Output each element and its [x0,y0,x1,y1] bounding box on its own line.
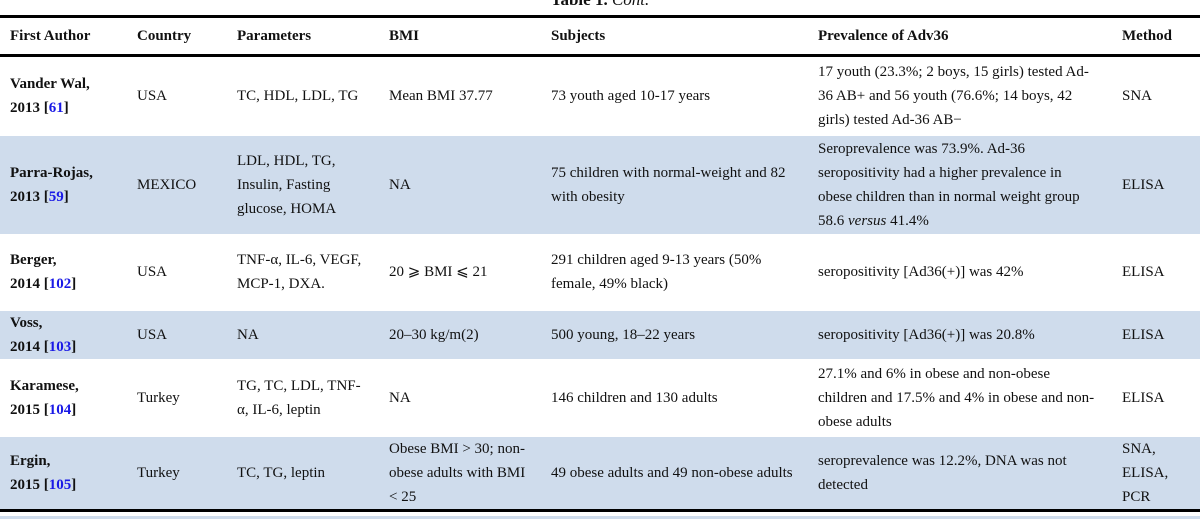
cell-author: Parra-Rojas, 2013 [59] [0,136,127,234]
table-row-berger: Berger, 2014 [102] USA TNF-α, IL-6, VEGF… [0,234,1200,311]
prevalence-italic: versus [848,212,887,229]
cell-bmi: Obese BMI > 30; non-obese adults with BM… [389,440,526,505]
cell-parameters: TNF-α, IL-6, VEGF, MCP-1, DXA. [237,252,362,292]
cell-bmi: NA [389,176,411,193]
prevalence-text: Seroprevalence was 73.9%. Ad-36 seroposi… [818,140,1080,229]
cell-author: Berger, 2014 [102] [0,234,127,311]
cell-bmi: Mean BMI 37.77 [389,88,493,105]
prevalence-text: seroprevalence was 12.2%, DNA was not de… [818,452,1067,493]
cell-country: MEXICO [137,176,197,193]
column-header-parameters: Parameters [227,16,379,57]
table-title: Table 1. Cont. [0,0,1200,10]
column-header-first-author: First Author [0,16,127,57]
cell-subjects: 49 obese adults and 49 non-obese adults [551,464,793,481]
table-row-karamese: Karamese, 2015 [104] Turkey TG, TC, LDL,… [0,359,1200,437]
prevalence-text: seropositivity [Ad36(+)] was 20.8% [818,326,1035,343]
cell-method: ELISA [1122,264,1165,280]
prevalence-after: 41.4% [886,212,929,229]
cell-method: ELISA [1122,389,1165,406]
column-header-method: Method [1112,16,1200,57]
cell-parameters: TC, HDL, LDL, TG [237,88,359,105]
author-name: Voss, [10,314,43,331]
table-row-parra-rojas: Parra-Rojas, 2013 [59] MEXICO LDL, HDL, … [0,135,1200,234]
cell-prevalence: 27.1% and 6% in obese and non-obese chil… [808,359,1112,437]
bracket-close: ] [63,100,69,117]
citation-link[interactable]: 59 [48,188,64,205]
cell-bmi: 20 ⩾ BMI ⩽ 21 [389,264,488,280]
author-year: 2015 [ [10,401,49,418]
cell-author: Voss, 2014 [103] [0,311,127,359]
cell-prevalence: 17 youth (23.3%; 2 boys, 15 girls) teste… [808,56,1112,136]
cell-method: SNA, ELISA, PCR [1122,440,1169,505]
studies-table: First Author Country Parameters BMI Subj… [0,15,1200,512]
column-header-prevalence: Prevalence of Adv36 [808,16,1112,57]
citation-link[interactable]: 102 [48,276,72,292]
prevalence-text: 27.1% and 6% in obese and non-obese chil… [818,365,1095,430]
cell-prevalence: Seroprevalence was 73.9%. Ad-36 seroposi… [808,136,1112,234]
author-name: Parra-Rojas, [10,164,93,181]
cell-method: ELISA [1122,176,1165,193]
author-year: 2013 [ [10,100,49,117]
cell-prevalence: seropositivity [Ad36(+)] was 20.8% [808,311,1112,359]
cell-country: USA [137,88,168,105]
cell-country: USA [137,326,168,343]
prevalence-text: seropositivity [Ad36(+)] was 42% [818,264,1024,280]
table-row-ergin: Ergin, 2015 [105] Turkey TC, TG, leptin … [0,436,1200,511]
cell-parameters: NA [237,326,259,343]
cell-country: Turkey [137,389,180,406]
cell-parameters: LDL, HDL, TG, Insulin, Fasting glucose, … [237,152,337,217]
column-header-country: Country [127,16,227,57]
cell-subjects: 500 young, 18–22 years [551,326,696,343]
cell-author: Ergin, 2015 [105] [0,437,127,511]
table-row-voss: Voss, 2014 [103] USA NA 20–30 kg/m(2) 50… [0,310,1200,359]
table-title-label: Table 1. [551,0,608,9]
table-title-cont: Cont. [612,0,649,9]
bracket-close: ] [71,476,77,493]
citation-link[interactable]: 61 [48,100,64,117]
author-year: 2013 [ [10,188,49,205]
cell-subjects: 75 children with normal-weight and 82 wi… [551,164,786,205]
author-name: Ergin, [10,452,51,469]
next-row-peek [0,516,1200,519]
cell-subjects: 73 youth aged 10-17 years [551,88,711,105]
author-name: Karamese, [10,377,79,394]
citation-link[interactable]: 104 [48,401,72,418]
prevalence-text: 17 youth (23.3%; 2 boys, 15 girls) teste… [818,64,1089,129]
cell-parameters: TC, TG, leptin [237,464,326,481]
bracket-close: ] [71,338,77,355]
column-header-subjects: Subjects [541,16,808,57]
cell-method: ELISA [1122,326,1165,343]
bracket-close: ] [71,276,77,292]
author-year: 2015 [ [10,476,49,493]
cell-parameters: TG, TC, LDL, TNF-α, IL-6, leptin [237,377,361,418]
cell-bmi: 20–30 kg/m(2) [389,326,479,343]
author-name: Vander Wal, [10,76,90,93]
bracket-close: ] [63,188,69,205]
cell-subjects: 146 children and 130 adults [551,389,718,406]
bracket-close: ] [71,401,77,418]
citation-link[interactable]: 105 [48,476,72,493]
author-year: 2014 [ [10,338,49,355]
cell-bmi: NA [389,389,411,406]
cell-method: SNA [1122,88,1153,105]
cell-subjects: 291 children aged 9-13 years (50% female… [551,252,762,292]
column-header-bmi: BMI [379,16,541,57]
cell-country: USA [137,264,168,280]
cell-prevalence: seroprevalence was 12.2%, DNA was not de… [808,437,1112,511]
cell-author: Karamese, 2015 [104] [0,359,127,437]
author-year: 2014 [ [10,276,49,292]
header-row: First Author Country Parameters BMI Subj… [0,16,1200,57]
author-name: Berger, [10,252,57,268]
cell-country: Turkey [137,464,180,481]
cell-author: Vander Wal, 2013 [61] [0,56,127,136]
cell-prevalence: seropositivity [Ad36(+)] was 42% [808,234,1112,311]
table-row-vander-wal: Vander Wal, 2013 [61] USA TC, HDL, LDL, … [0,56,1200,136]
citation-link[interactable]: 103 [48,338,72,355]
